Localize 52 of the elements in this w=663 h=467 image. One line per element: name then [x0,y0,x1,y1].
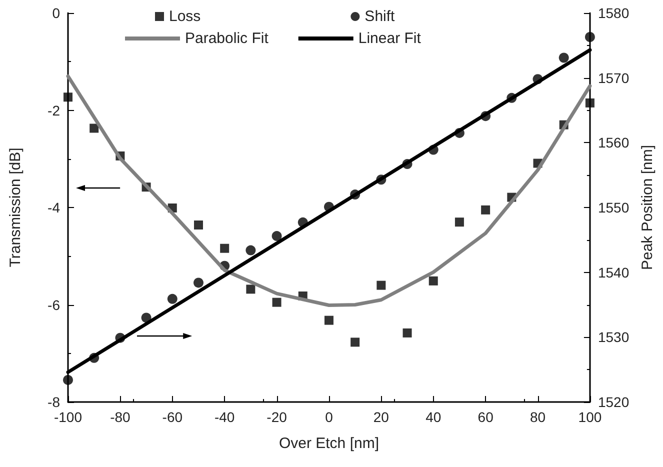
point [246,284,256,294]
y-tick-label: 0 [52,5,60,21]
x-tick-label: 80 [530,409,546,425]
x-tick-label: -60 [162,409,183,425]
y2-tick-label: 1580 [598,5,630,21]
y-tick-label: -8 [48,394,60,410]
point [558,52,569,63]
x-tick-label: 60 [478,409,494,425]
x-tick-label: 100 [578,409,602,425]
y-tick-label: -6 [48,296,60,313]
y2-tick-label: 1530 [598,329,630,346]
legend-label: Parabolic Fit [185,30,270,47]
legend-label: Loss [169,8,201,25]
point [454,218,464,227]
legend-label: Linear Fit [358,30,422,47]
x-tick-label: 20 [373,409,390,425]
point [64,92,72,102]
x-tick-label: -100 [54,409,82,425]
point [167,294,178,304]
y2-tick-label: 1560 [598,134,630,151]
point [324,316,334,325]
y-tick-label: -4 [48,200,60,216]
y2-axis-title: Peak Position [nm] [639,144,656,270]
point [90,124,99,133]
point [272,231,282,242]
point [402,328,412,338]
point [220,244,230,253]
point [350,338,360,347]
point [246,245,256,256]
x-tick-label: 40 [426,409,442,425]
x-axis-title: Over Etch [nm] [278,435,379,452]
y2-tick-label: 1550 [598,200,630,216]
x-tick-label: -80 [110,409,131,425]
point [428,276,438,286]
y2-tick-label: 1570 [598,70,630,86]
legend-label: Shift [364,8,396,25]
line-series [66,74,592,307]
y2-tick-label: 1520 [598,394,630,410]
y-axis-title: Transmission [dB] [7,148,24,268]
point [584,32,595,42]
point [376,280,386,290]
point [194,278,204,288]
point [481,205,490,214]
y2-tick-label: 1540 [598,264,630,280]
x-tick-label: -40 [214,409,235,425]
x-tick-label: 0 [325,409,334,425]
point [585,98,594,108]
point [194,220,203,230]
point [272,298,282,307]
point [63,374,73,385]
y-tick-label: -2 [48,102,60,118]
x-tick-label: -20 [266,409,288,425]
